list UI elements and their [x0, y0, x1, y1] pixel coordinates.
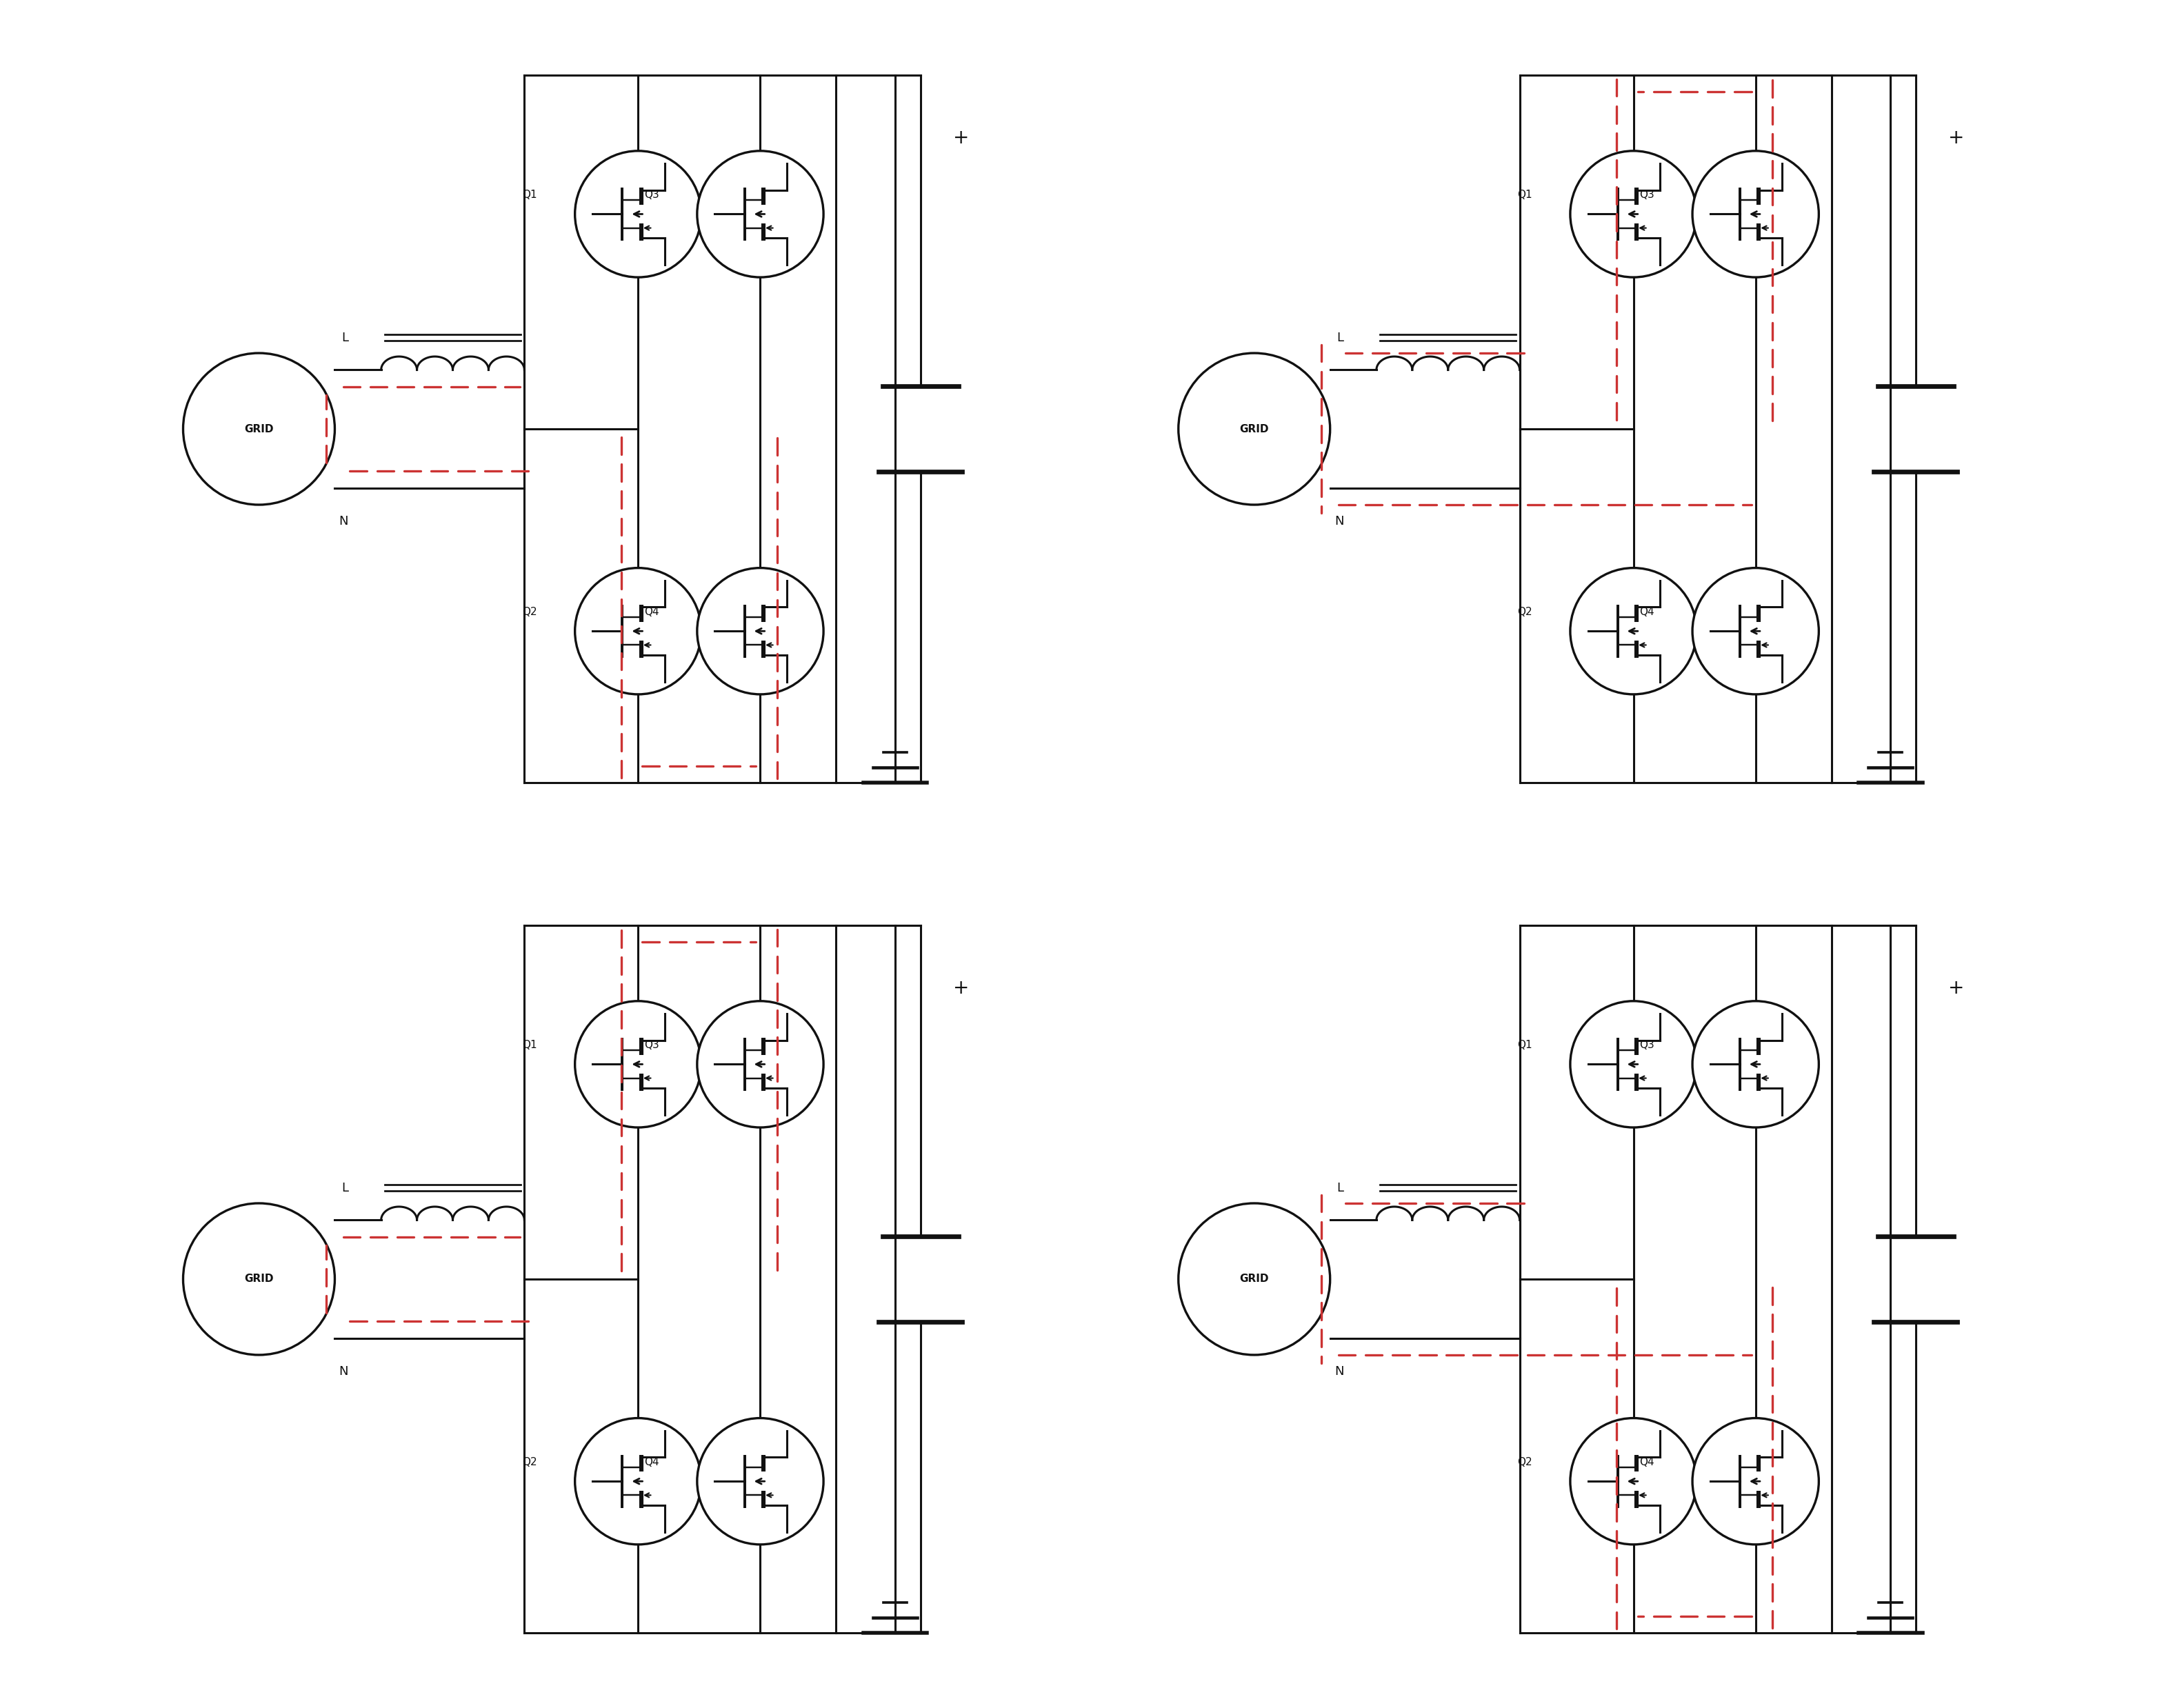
Text: +: + — [953, 128, 969, 149]
Circle shape — [575, 1418, 700, 1544]
Circle shape — [184, 1202, 335, 1354]
Text: +: + — [953, 979, 969, 997]
Circle shape — [696, 150, 824, 277]
Text: Q1: Q1 — [521, 1040, 536, 1050]
Text: Q1: Q1 — [521, 190, 536, 200]
Text: Q2: Q2 — [521, 1457, 536, 1467]
Circle shape — [1570, 569, 1697, 695]
Circle shape — [1693, 150, 1818, 277]
Text: L: L — [1336, 1182, 1345, 1194]
Circle shape — [1570, 1418, 1697, 1544]
Text: GRID: GRID — [244, 424, 275, 434]
Text: Q4: Q4 — [644, 606, 659, 617]
Circle shape — [696, 1418, 824, 1544]
Text: Q1: Q1 — [1518, 190, 1533, 200]
Text: GRID: GRID — [1239, 1274, 1269, 1284]
Text: GRID: GRID — [244, 1274, 275, 1284]
Text: Q4: Q4 — [644, 1457, 659, 1467]
Text: N: N — [339, 516, 348, 528]
Circle shape — [1178, 354, 1330, 506]
Text: Q2: Q2 — [1518, 606, 1533, 617]
Text: Q2: Q2 — [521, 606, 536, 617]
Circle shape — [696, 1001, 824, 1127]
Text: N: N — [1334, 516, 1343, 528]
Circle shape — [1178, 1202, 1330, 1354]
Circle shape — [1693, 569, 1818, 695]
Text: +: + — [1948, 128, 1965, 149]
Circle shape — [184, 354, 335, 506]
Text: Q4: Q4 — [1639, 606, 1654, 617]
Text: GRID: GRID — [1239, 424, 1269, 434]
Circle shape — [1693, 1418, 1818, 1544]
Text: Q3: Q3 — [644, 1040, 659, 1050]
Text: +: + — [1948, 979, 1965, 997]
Circle shape — [696, 569, 824, 695]
Text: Q4: Q4 — [1639, 1457, 1654, 1467]
Text: Q1: Q1 — [1518, 1040, 1533, 1050]
Text: L: L — [1336, 331, 1345, 343]
Text: Q3: Q3 — [1639, 1040, 1654, 1050]
Text: L: L — [342, 331, 348, 343]
Circle shape — [575, 1001, 700, 1127]
Circle shape — [1570, 150, 1697, 277]
Text: L: L — [342, 1182, 348, 1194]
Text: N: N — [339, 1366, 348, 1378]
Circle shape — [575, 150, 700, 277]
Circle shape — [1570, 1001, 1697, 1127]
Text: N: N — [1334, 1366, 1343, 1378]
Text: Q3: Q3 — [1639, 190, 1654, 200]
Circle shape — [1693, 1001, 1818, 1127]
Text: Q2: Q2 — [1518, 1457, 1533, 1467]
Circle shape — [575, 569, 700, 695]
Text: Q3: Q3 — [644, 190, 659, 200]
